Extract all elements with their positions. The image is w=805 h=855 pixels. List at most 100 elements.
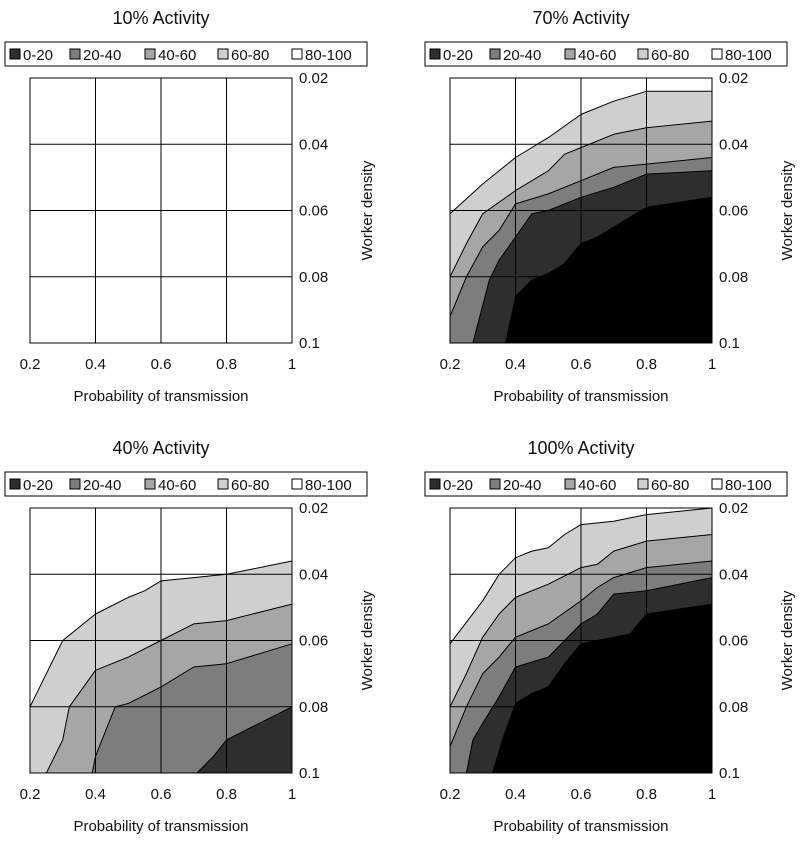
y-tick-label: 0.04 [719, 566, 748, 583]
y-tick-label: 0.06 [299, 633, 328, 650]
legend-swatch [69, 478, 81, 490]
chart-title: 10% Activity [112, 8, 209, 28]
legend-swatch [291, 478, 303, 490]
plot-frame [29, 507, 293, 774]
x-tick-label: 0.4 [85, 356, 106, 373]
y-tick-label: 0.02 [299, 70, 328, 87]
legend-label: 20-40 [503, 47, 541, 64]
legend-label: 60-80 [231, 47, 269, 64]
y-tick-label: 0.06 [719, 633, 748, 650]
y-tick-label: 0.02 [299, 500, 328, 517]
y-tick-label: 0.04 [299, 136, 328, 153]
legend-swatch [144, 48, 156, 60]
x-tick-label: 0.6 [151, 786, 172, 803]
x-tick-label: 0.2 [20, 786, 41, 803]
y-tick-label: 0.02 [719, 500, 748, 517]
x-tick-label: 0.6 [571, 356, 592, 373]
legend-label: 20-40 [83, 477, 121, 494]
chart-title: 40% Activity [112, 438, 209, 458]
legend-swatch [489, 48, 501, 60]
legend-label: 20-40 [83, 47, 121, 64]
legend-swatch [9, 48, 21, 60]
panel-10-activity: 10% Activity 0-20 20-40 40-60 60-80 80-100 0.2… [0, 0, 385, 425]
legend-swatch [217, 48, 229, 60]
x-axis-label: Probability of transmission [73, 818, 248, 835]
x-tick-label: 1 [708, 786, 716, 803]
y-tick-label: 0.08 [719, 269, 748, 286]
legend-label: 80-100 [725, 477, 772, 494]
legend-swatch [291, 48, 303, 60]
x-tick-label: 0.8 [216, 786, 237, 803]
legend-swatch [711, 478, 723, 490]
x-tick-label: 0.4 [505, 786, 526, 803]
panel-40-activity: 40% Activity 0-20 20-40 40-60 60-80 80-100 0.2… [0, 430, 385, 855]
x-axis-label: Probability of transmission [73, 388, 248, 405]
x-tick-label: 0.8 [216, 356, 237, 373]
y-tick-label: 0.08 [299, 269, 328, 286]
chart-svg: 70% Activity 0-20 20-40 40-60 60-80 80-100 0.2… [424, 8, 796, 405]
x-tick-label: 1 [288, 356, 296, 373]
legend-label: 80-100 [305, 47, 352, 64]
y-axis-label: Worker density [779, 590, 796, 690]
x-tick-label: 0.8 [636, 786, 657, 803]
legend-swatch [564, 48, 576, 60]
legend-swatch [9, 478, 21, 490]
legend-frame [424, 471, 788, 497]
legend-label: 80-100 [305, 477, 352, 494]
chart-title: 70% Activity [532, 8, 629, 28]
x-tick-label: 0.6 [151, 356, 172, 373]
legend-label: 80-100 [725, 47, 772, 64]
legend-swatch [711, 48, 723, 60]
y-tick-label: 0.1 [299, 335, 320, 352]
y-tick-label: 0.08 [719, 699, 748, 716]
legend-swatch [429, 48, 441, 60]
chart-svg: 10% Activity 0-20 20-40 40-60 60-80 80-100 0.2… [4, 8, 376, 405]
legend-label: 0-20 [23, 477, 53, 494]
x-tick-label: 0.4 [85, 786, 106, 803]
y-tick-label: 0.1 [719, 335, 740, 352]
y-tick-label: 0.02 [719, 70, 748, 87]
legend-label: 40-60 [158, 47, 196, 64]
x-tick-label: 0.8 [636, 356, 657, 373]
x-tick-label: 0.2 [20, 356, 41, 373]
legend-label: 0-20 [443, 477, 473, 494]
x-tick-label: 0.2 [440, 356, 461, 373]
legend-frame [424, 41, 788, 67]
legend: 0-20 20-40 40-60 60-80 80-100 [424, 41, 788, 67]
x-tick-label: 0.4 [505, 356, 526, 373]
panel-100-activity: 100% Activity 0-20 20-40 40-60 60-80 80-100 0.… [420, 430, 805, 855]
legend: 0-20 20-40 40-60 60-80 80-100 [4, 41, 368, 67]
legend-label: 40-60 [158, 477, 196, 494]
legend-swatch [564, 478, 576, 490]
plot-frame [449, 507, 713, 774]
y-axis-label: Worker density [359, 160, 376, 260]
y-tick-label: 0.1 [299, 765, 320, 782]
legend-swatch [429, 478, 441, 490]
legend-label: 60-80 [231, 477, 269, 494]
y-tick-label: 0.04 [299, 566, 328, 583]
y-axis-label: Worker density [779, 160, 796, 260]
chart-svg: 100% Activity 0-20 20-40 40-60 60-80 80-100 0.… [424, 438, 796, 835]
legend-swatch [489, 478, 501, 490]
x-tick-label: 0.6 [571, 786, 592, 803]
legend-label: 0-20 [443, 47, 473, 64]
x-axis-label: Probability of transmission [493, 388, 668, 405]
legend-swatch [637, 478, 649, 490]
legend-swatch [144, 478, 156, 490]
legend-label: 40-60 [578, 47, 616, 64]
x-tick-label: 0.2 [440, 786, 461, 803]
legend-swatch [217, 478, 229, 490]
chart-svg: 40% Activity 0-20 20-40 40-60 60-80 80-100 0.2… [4, 438, 376, 835]
plot-frame [29, 77, 293, 344]
legend-frame [4, 41, 368, 67]
chart-title: 100% Activity [527, 438, 634, 458]
x-tick-label: 1 [708, 356, 716, 373]
legend-swatch [637, 48, 649, 60]
y-tick-label: 0.1 [719, 765, 740, 782]
legend-label: 40-60 [578, 477, 616, 494]
legend: 0-20 20-40 40-60 60-80 80-100 [424, 471, 788, 497]
y-tick-label: 0.06 [299, 203, 328, 220]
x-axis-label: Probability of transmission [493, 818, 668, 835]
legend-label: 0-20 [23, 47, 53, 64]
y-tick-label: 0.04 [719, 136, 748, 153]
